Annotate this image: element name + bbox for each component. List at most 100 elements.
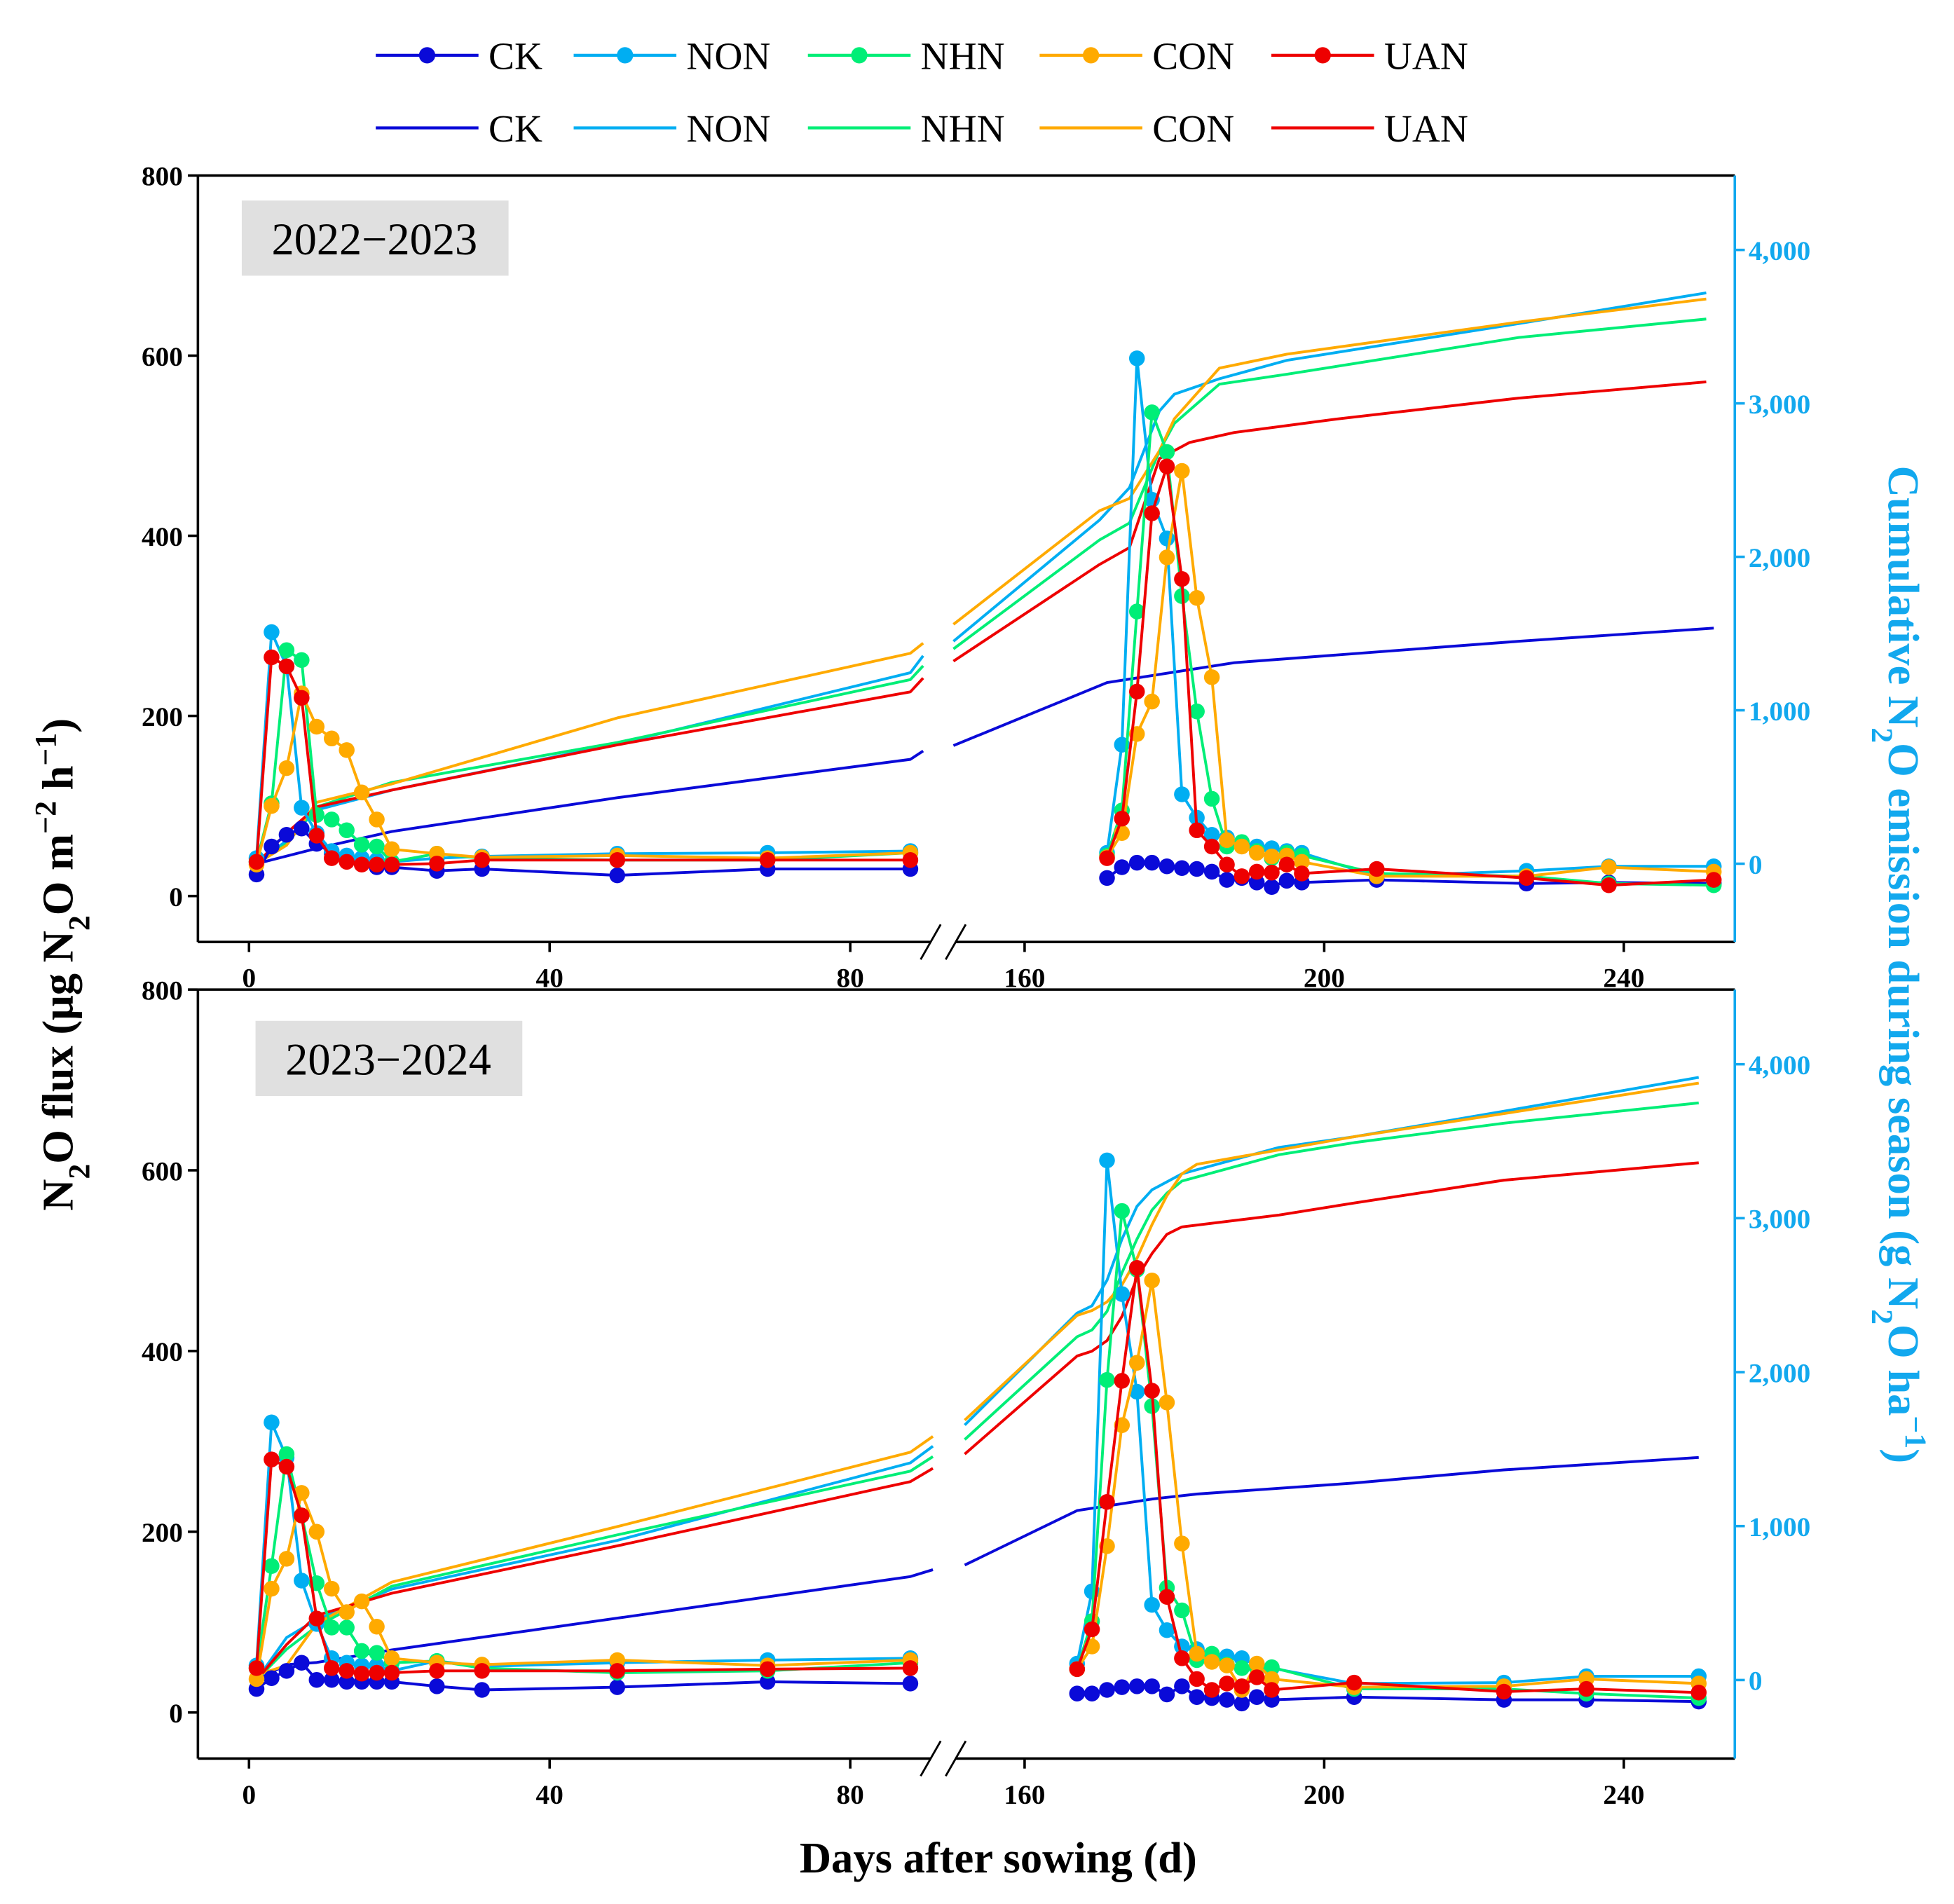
legend-item-con-cumulative: CON xyxy=(1039,107,1234,150)
left-tick-label: 600 xyxy=(142,341,183,372)
ck-flux-point xyxy=(1203,863,1220,880)
right-tick-label: 3,000 xyxy=(1749,389,1810,420)
legend-label: NHN xyxy=(921,35,1005,78)
x-tick-label: 200 xyxy=(1304,1779,1345,1810)
nhn-flux-point xyxy=(339,822,355,839)
nhn-flux-point xyxy=(1099,1371,1115,1388)
uan-flux-point xyxy=(1099,1493,1115,1510)
ck-flux-point xyxy=(1159,858,1175,875)
uan-flux-point xyxy=(369,1664,385,1681)
x-tick-label: 80 xyxy=(836,963,863,994)
uan-flux-point xyxy=(264,649,280,666)
con-flux-point xyxy=(353,1593,370,1610)
legend-item-ck-flux: CK xyxy=(376,35,542,78)
non-flux-point xyxy=(264,1414,280,1431)
nhn-flux-point xyxy=(353,1643,370,1659)
uan-flux-point xyxy=(1219,1676,1235,1692)
ck-flux-point xyxy=(1099,1682,1115,1698)
con-flux-point xyxy=(1264,1671,1280,1687)
uan-flux-point xyxy=(1114,810,1130,827)
uan-flux-point xyxy=(1369,861,1385,877)
ck-flux-point xyxy=(1264,879,1280,896)
left-tick-label: 400 xyxy=(142,1336,183,1367)
con-cumulative-line-early xyxy=(256,1435,934,1677)
nhn-flux-point xyxy=(1159,444,1175,460)
legend-label: CON xyxy=(1152,35,1234,78)
x-tick-label: 200 xyxy=(1304,963,1345,994)
con-cumulative-line-late xyxy=(964,1081,1700,1421)
uan-flux-point xyxy=(383,1664,400,1681)
uan-flux-point xyxy=(1174,1650,1190,1666)
uan-flux-point xyxy=(1248,863,1265,880)
y-axis-title-right: Cumulative N2O emission during season (g… xyxy=(1865,466,1932,1463)
uan-flux-point xyxy=(323,850,340,866)
ck-flux-point xyxy=(1234,1695,1250,1712)
legend-item-non-flux: NON xyxy=(573,35,770,78)
uan-flux-point xyxy=(1248,1669,1265,1685)
con-flux-point xyxy=(383,1650,400,1666)
axis-break-gap xyxy=(930,938,956,946)
nhn-flux-point xyxy=(323,1619,340,1636)
uan-flux-point xyxy=(248,1660,265,1676)
axis-break-mark xyxy=(945,1740,967,1777)
non-flux-point xyxy=(1203,826,1220,843)
non-flux-point xyxy=(1099,1152,1115,1169)
left-tick-label: 400 xyxy=(142,521,183,552)
uan-flux-point xyxy=(339,1663,355,1679)
uan-flux-point xyxy=(1234,868,1250,884)
uan-flux-point xyxy=(1294,865,1310,882)
uan-flux-line-late xyxy=(1105,465,1714,887)
ck-flux-point xyxy=(1069,1685,1086,1701)
uan-flux-point xyxy=(1174,571,1190,587)
x-tick-label: 0 xyxy=(242,963,256,994)
season-label-box xyxy=(241,200,509,276)
uan-flux-point xyxy=(278,1458,295,1475)
uan-flux-point xyxy=(1601,877,1617,893)
ck-flux-point xyxy=(264,1670,280,1686)
con-flux-point xyxy=(308,718,325,735)
nhn-flux-point xyxy=(1174,1602,1190,1619)
non-flux-point xyxy=(1128,1383,1145,1400)
uan-flux-point xyxy=(1144,505,1160,521)
ck-flux-point xyxy=(339,1673,355,1690)
season-label-text: 2023−2024 xyxy=(285,1035,491,1085)
nhn-cumulative-line-early xyxy=(255,664,924,865)
con-flux-point xyxy=(1144,1273,1160,1289)
season-label-text: 2022−2023 xyxy=(272,214,478,264)
uan-flux-point xyxy=(1084,1621,1100,1638)
season-label: 2023−2024 xyxy=(255,1020,523,1097)
uan-flux-point xyxy=(759,852,776,868)
legend-marker xyxy=(617,47,634,64)
con-flux-point xyxy=(1174,463,1190,479)
nhn-flux-line-early xyxy=(255,1453,911,1674)
non-flux-point xyxy=(1128,350,1145,367)
uan-flux-point xyxy=(308,1610,325,1626)
uan-flux-line-late xyxy=(1075,1266,1699,1694)
x-tick-label: 80 xyxy=(836,1779,863,1810)
uan-flux-point xyxy=(1203,838,1220,855)
uan-flux-point xyxy=(1234,1678,1250,1694)
uan-flux-point xyxy=(759,1661,776,1678)
x-tick-label: 160 xyxy=(1004,1779,1045,1810)
legend-marker xyxy=(418,47,436,64)
nhn-flux-point xyxy=(1189,703,1205,720)
axis-break-mark xyxy=(920,924,942,960)
ck-flux-point xyxy=(1144,1678,1160,1694)
season-label: 2022−2023 xyxy=(241,200,509,276)
con-flux-point xyxy=(1174,1535,1190,1552)
con-flux-point xyxy=(264,797,280,814)
ck-flux-point xyxy=(609,867,625,884)
uan-flux-point xyxy=(383,856,400,873)
nhn-flux-point xyxy=(308,807,325,823)
nhn-flux-point xyxy=(1264,1659,1280,1676)
nhn-flux-point xyxy=(278,1446,295,1463)
ck-flux-point xyxy=(1159,1686,1175,1703)
right-tick-label: 1,000 xyxy=(1749,1512,1810,1542)
axis-break-mark xyxy=(945,924,967,960)
ck-flux-point xyxy=(1189,1689,1205,1705)
nhn-flux-point xyxy=(264,1558,280,1575)
left-tick-label: 200 xyxy=(142,701,183,732)
legend: CK NON NHN CON UAN CK NON NHN CON UAN xyxy=(376,35,1468,150)
right-tick-label: 4,000 xyxy=(1749,1050,1810,1081)
